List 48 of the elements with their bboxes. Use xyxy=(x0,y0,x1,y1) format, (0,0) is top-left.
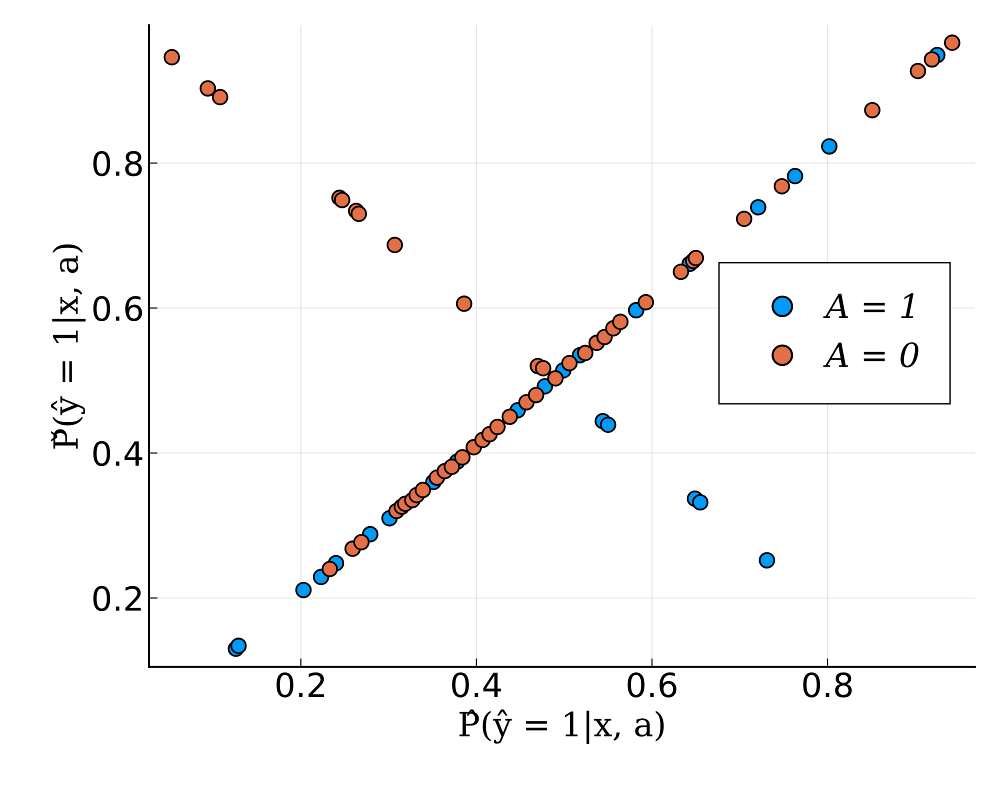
y-tick-label: 0.4 xyxy=(93,440,142,466)
point xyxy=(164,49,180,66)
point xyxy=(638,294,654,310)
point xyxy=(322,560,338,578)
x-tick-label: 0.8 xyxy=(803,672,852,698)
point xyxy=(688,250,704,266)
point xyxy=(534,360,552,376)
point xyxy=(692,494,708,511)
point xyxy=(350,206,367,222)
y-axis-title: P̌(ŷ = 1|x, a) xyxy=(51,244,86,449)
x-tick-label: 0.4 xyxy=(452,672,502,698)
point xyxy=(230,638,247,654)
point xyxy=(353,534,370,550)
point xyxy=(386,236,403,254)
point xyxy=(200,80,216,97)
point xyxy=(212,88,228,106)
point xyxy=(924,51,940,68)
y-tick-label: 0.2 xyxy=(93,586,141,612)
point xyxy=(444,458,460,475)
point xyxy=(456,296,472,312)
point xyxy=(612,314,629,330)
y-tick-label: 0.8 xyxy=(93,150,142,176)
point xyxy=(758,552,776,568)
x-tick-label: 0.2 xyxy=(276,672,324,698)
point xyxy=(910,62,926,80)
point xyxy=(864,102,880,118)
x-tick-label: 0.6 xyxy=(628,672,676,698)
point xyxy=(944,34,960,51)
legend-label: A = 1 xyxy=(823,293,914,318)
point xyxy=(672,264,690,280)
point xyxy=(736,210,752,228)
x-axis-title: P̂(ŷ = 1|x, a) xyxy=(459,710,664,744)
point xyxy=(489,418,506,436)
point xyxy=(528,386,544,404)
point xyxy=(295,582,312,598)
point xyxy=(502,408,518,425)
point xyxy=(547,370,564,387)
point xyxy=(561,354,578,372)
y-tick-label: 0.6 xyxy=(93,296,142,322)
point xyxy=(786,168,804,184)
point xyxy=(414,482,432,498)
point xyxy=(774,178,790,194)
point xyxy=(821,138,838,155)
point xyxy=(454,449,471,466)
point xyxy=(750,199,766,216)
point xyxy=(577,344,594,362)
point xyxy=(600,416,616,433)
legend-label: A = 0 xyxy=(823,342,918,368)
